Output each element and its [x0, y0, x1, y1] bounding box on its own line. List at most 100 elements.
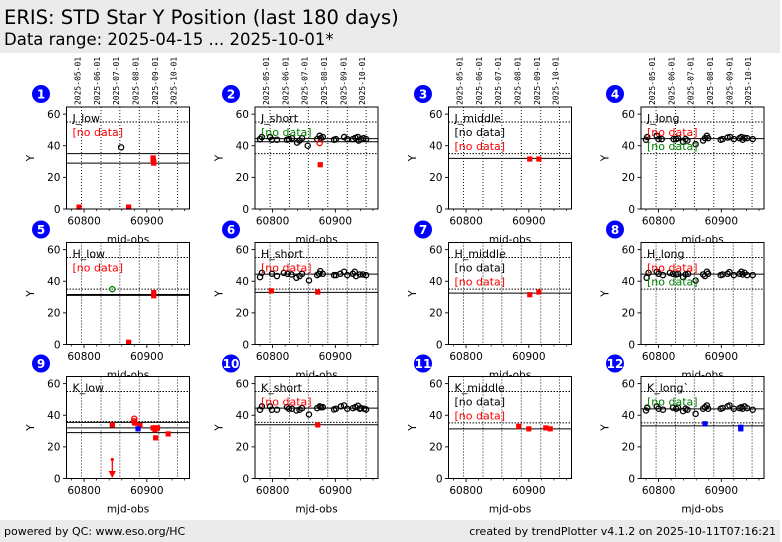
y-tick-label: 40	[622, 410, 635, 422]
panel-number: 8	[611, 223, 619, 237]
data-point-circle	[362, 406, 370, 413]
y-axis-label: Y	[600, 424, 612, 432]
date-tick-label: 2025-08-01	[320, 57, 329, 105]
data-point-circle	[644, 404, 651, 411]
panel-number-badge	[414, 85, 432, 103]
panel-number-badge	[414, 220, 432, 239]
data-point-circle	[332, 405, 340, 413]
data-point-circle	[273, 406, 281, 413]
date-tick-label: 2025-09-01	[533, 57, 542, 105]
panel-label: J_middle	[454, 112, 502, 125]
plot-frame	[640, 242, 765, 345]
x-tick-label: 60900	[705, 351, 738, 363]
footer-bar: powered by QC: www.eso.org/HC created by…	[0, 520, 780, 542]
date-tick-label: 2025-07-01	[300, 57, 309, 105]
y-tick-label: 0	[242, 339, 249, 351]
no-data-note: [no data]	[261, 126, 312, 139]
data-point-circle	[319, 403, 327, 411]
x-tick-label: 60900	[705, 216, 738, 228]
data-point-circle	[268, 270, 276, 278]
x-tick-label: 60800	[67, 351, 100, 363]
y-tick-label: 0	[54, 339, 61, 351]
panel-number-badge	[606, 220, 624, 239]
no-data-note: [no data]	[647, 140, 698, 153]
data-point-circle	[316, 139, 323, 147]
data-point-circle	[674, 134, 682, 142]
x-tick-label: 60800	[449, 351, 482, 363]
panel-number-badge	[606, 354, 624, 373]
data-point-circle	[343, 271, 351, 279]
y-tick-label: 0	[436, 339, 443, 351]
plot-frame	[254, 242, 379, 345]
data-point-circle	[724, 134, 731, 141]
header-bar: ERIS: STD Star Y Position (last 180 days…	[0, 0, 780, 53]
no-data-note: [no data]	[455, 140, 506, 153]
panel-label: K_long`	[647, 382, 689, 395]
data-point-square	[543, 425, 549, 431]
panel-label: K_low	[73, 382, 105, 395]
data-point-circle	[692, 140, 699, 148]
panel-number: 6	[227, 223, 235, 237]
data-point-square	[151, 293, 157, 299]
x-tick-label: 60800	[256, 216, 289, 228]
no-data-note: [no data]	[647, 262, 698, 275]
plot-frame	[254, 376, 379, 479]
x-tick-label: 60900	[319, 216, 352, 228]
no-data-note: [no data]	[455, 126, 506, 139]
panel-10: K_short[no data] 0 20 40 60 60800 60900 Ymjd-ob…	[214, 354, 379, 516]
panel-number: 12	[607, 357, 624, 371]
x-tick-label: 60800	[449, 216, 482, 228]
plot-background	[66, 242, 190, 345]
date-tick-label: 2025-05-01	[262, 57, 271, 105]
y-tick-label: 20	[236, 308, 249, 320]
data-point-circle	[131, 418, 138, 425]
y-tick-label: 40	[429, 276, 442, 288]
no-data-note: [no data]	[647, 276, 698, 289]
no-data-note: [no data]	[455, 262, 506, 275]
data-point-circle	[109, 285, 116, 293]
x-tick-label: 60800	[642, 216, 675, 228]
y-tick-label: 40	[236, 276, 249, 288]
data-point-square	[315, 422, 321, 428]
data-point-circle	[337, 403, 345, 410]
no-data-note: [no data]	[455, 410, 506, 423]
data-point-circle	[285, 135, 293, 143]
data-point-square	[527, 292, 533, 298]
x-tick-label: 60900	[319, 485, 352, 497]
y-tick-label: 60	[429, 109, 442, 121]
y-tick-label: 40	[47, 410, 60, 422]
plot-frame	[640, 106, 765, 210]
data-point-square	[109, 422, 115, 428]
data-point-circle	[704, 270, 712, 278]
y-axis-label: Y	[214, 154, 226, 162]
date-tick-label: 2025-08-01	[706, 57, 715, 105]
y-tick-label: 0	[54, 204, 61, 216]
x-tick-label: 60800	[67, 216, 100, 228]
panel-number: 1	[37, 87, 45, 101]
y-tick-label: 20	[429, 172, 442, 184]
data-point-square	[154, 425, 161, 431]
data-point-circle	[666, 269, 674, 277]
data-point-circle	[674, 270, 682, 278]
date-tick-label: 2025-08-01	[513, 57, 522, 105]
y-tick-label: 40	[47, 276, 60, 288]
panel-number: 10	[223, 357, 240, 371]
panel-label: K_short	[261, 382, 303, 395]
data-point-circle	[743, 404, 751, 412]
date-tick-label: 2025-06-01	[93, 57, 102, 105]
data-point-circle	[749, 271, 756, 279]
data-point-circle	[730, 271, 738, 279]
date-tick-label: 2025-07-01	[494, 57, 503, 105]
data-point-circle	[285, 405, 293, 413]
x-tick-label: 60800	[642, 351, 675, 363]
data-point-square	[526, 426, 532, 432]
date-tick-label: 2025-05-01	[456, 57, 465, 105]
panel-number-badge	[606, 85, 624, 103]
created-by-text: created by trendPlotter v4.1.2 on 2025-1…	[469, 525, 776, 538]
x-tick-label: 60800	[256, 351, 289, 363]
data-point-circle	[704, 134, 712, 142]
plot-frame	[448, 106, 572, 210]
data-point-square	[547, 426, 553, 432]
